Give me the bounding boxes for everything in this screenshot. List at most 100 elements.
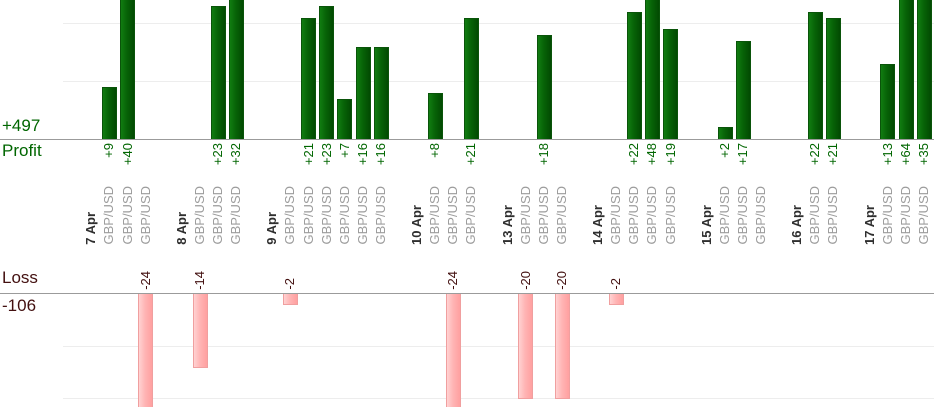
symbol-label-cell: GBP/USD xyxy=(915,186,932,245)
loss-bar xyxy=(518,294,534,399)
profit-axis-title: Profit xyxy=(2,141,42,160)
symbol-label-cell: GBP/USD xyxy=(807,186,823,245)
date-label-cell: 8 Apr xyxy=(174,186,190,245)
profit-bar xyxy=(808,11,823,139)
symbol-label-cell: GBP/USD xyxy=(608,186,624,245)
symbol-label: GBP/USD xyxy=(300,186,316,245)
symbol-label-cell: GBP/USD xyxy=(191,186,208,245)
profit-value-label-cell: +2 xyxy=(717,143,733,189)
loss-value-label-cell: -24 xyxy=(445,244,461,290)
date-label: 17 Apr xyxy=(861,205,877,245)
profit-gridline xyxy=(63,81,934,83)
symbol-label: GBP/USD xyxy=(662,186,678,245)
date-label: 10 Apr xyxy=(409,205,425,245)
date-label: 13 Apr xyxy=(499,205,515,245)
date-label-cell: 14 Apr xyxy=(590,186,606,245)
profit-value-label: +35 xyxy=(915,143,931,166)
profit-value-label: +21 xyxy=(825,143,841,166)
profit-value-label-cell: +23 xyxy=(319,143,334,189)
symbol-label-cell: GBP/USD xyxy=(553,186,570,245)
profit-value-label-cell: +8 xyxy=(427,143,443,189)
profit-bar xyxy=(102,87,118,139)
symbol-label: GBP/USD xyxy=(445,186,461,245)
profit-value-label-cell: +22 xyxy=(807,143,823,189)
profit-value-label-cell: +16 xyxy=(372,143,389,189)
date-label: 16 Apr xyxy=(789,205,805,245)
profit-bar xyxy=(898,0,914,139)
profit-value-label-cell: +32 xyxy=(228,143,244,189)
symbol-label: GBP/USD xyxy=(553,186,569,245)
profit-bar xyxy=(826,17,842,139)
symbol-label-cell: GBP/USD xyxy=(535,186,552,245)
profit-value-label: +18 xyxy=(535,143,551,166)
profit-value-label-cell: +13 xyxy=(880,143,895,189)
symbol-label: GBP/USD xyxy=(897,186,913,245)
profit-value-label: +13 xyxy=(879,143,895,166)
profit-value-label: +21 xyxy=(463,143,479,166)
date-label: 9 Apr xyxy=(264,212,280,245)
profit-gridline xyxy=(63,23,934,25)
symbol-label: GBP/USD xyxy=(336,186,352,245)
date-label: 7 Apr xyxy=(83,212,99,245)
loss-gridline xyxy=(63,345,934,347)
symbol-label-cell: GBP/USD xyxy=(282,186,298,245)
loss-bar xyxy=(138,294,154,407)
symbol-label-cell: GBP/USD xyxy=(138,186,153,245)
profit-value-label: +16 xyxy=(372,143,388,166)
symbol-label-cell: GBP/USD xyxy=(518,186,533,245)
date-label-cell: 10 Apr xyxy=(409,186,425,245)
symbol-label: GBP/USD xyxy=(626,186,642,245)
symbol-label: GBP/USD xyxy=(734,186,750,245)
profit-value-label: +16 xyxy=(354,143,370,166)
loss-value-label-cell: -20 xyxy=(553,244,570,290)
profit-value-label-cell: +9 xyxy=(101,143,117,189)
loss-bar xyxy=(283,294,299,305)
loss-value-label-cell: -2 xyxy=(282,244,298,290)
loss-value-label: -20 xyxy=(553,271,569,290)
symbol-label-cell: GBP/USD xyxy=(210,186,226,245)
symbol-label: GBP/USD xyxy=(915,186,931,245)
symbol-label: GBP/USD xyxy=(517,186,533,245)
profit-bar xyxy=(735,40,751,139)
symbol-label-cell: GBP/USD xyxy=(880,186,895,245)
loss-bar xyxy=(554,294,570,399)
profit-bar xyxy=(373,46,389,139)
symbol-label: GBP/USD xyxy=(282,186,298,245)
profit-value-label: +8 xyxy=(427,143,443,158)
symbol-label: GBP/USD xyxy=(825,186,841,245)
symbol-label-cell: GBP/USD xyxy=(717,186,733,245)
symbol-label-cell: GBP/USD xyxy=(319,186,334,245)
symbol-label: GBP/USD xyxy=(318,186,334,245)
symbol-label: GBP/USD xyxy=(463,186,479,245)
symbol-label: GBP/USD xyxy=(191,186,207,245)
loss-plot-area xyxy=(0,294,934,407)
loss-gridline xyxy=(63,398,934,399)
profit-bar xyxy=(301,17,317,139)
symbol-label-cell: GBP/USD xyxy=(445,186,461,245)
profit-bar xyxy=(464,17,480,139)
symbol-label: GBP/USD xyxy=(535,186,551,245)
profit-bar xyxy=(355,46,371,139)
date-label: 14 Apr xyxy=(590,205,606,245)
loss-value-label-cell: -2 xyxy=(608,244,624,290)
symbol-label-cell: GBP/USD xyxy=(663,186,678,245)
symbol-label: GBP/USD xyxy=(119,186,135,245)
profit-bar xyxy=(916,0,932,139)
profit-value-label: +17 xyxy=(734,143,750,166)
date-label-cell: 16 Apr xyxy=(789,186,805,245)
loss-total-label: -106 xyxy=(2,296,37,315)
date-label-cell: 17 Apr xyxy=(862,186,877,245)
loss-axis-title: Loss xyxy=(2,268,38,287)
profit-value-label: +23 xyxy=(318,143,334,166)
loss-bar xyxy=(608,294,624,305)
profit-axis-line xyxy=(0,139,934,140)
profit-total-label: +497 xyxy=(2,116,41,135)
profit-value-label-cell: +16 xyxy=(354,143,371,189)
profit-value-label-cell: +21 xyxy=(463,143,479,189)
loss-value-label-cell: -24 xyxy=(138,244,153,290)
profit-bar xyxy=(337,98,353,139)
profit-bar xyxy=(228,0,244,139)
symbol-label: GBP/USD xyxy=(101,186,117,245)
profit-value-label-cell: +17 xyxy=(734,143,751,189)
